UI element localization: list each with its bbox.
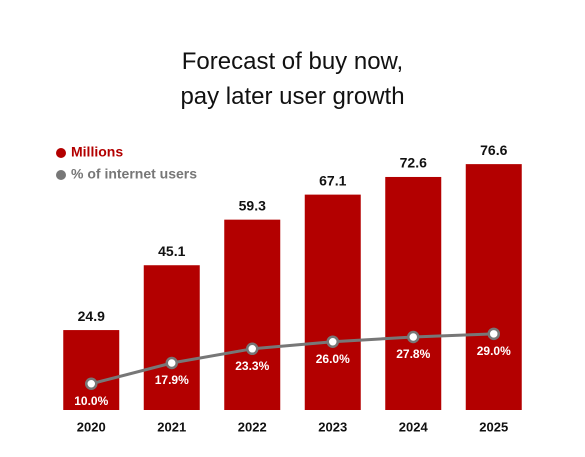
bar [385,176,442,410]
point [246,342,259,356]
x-tick-label: 2021 [157,419,186,434]
chart-title: Forecast of buy now, pay later user grow… [180,48,405,110]
point [85,377,98,390]
point-value-label: 10.0% [74,394,108,408]
line [90,332,494,386]
bar [63,330,120,410]
legend-label: % of internet users [71,166,197,182]
x-tick-label: 2020 [77,419,106,434]
point [165,356,178,370]
bar-value-label: 45.1 [158,243,185,259]
point [487,327,500,341]
legend-marker [56,148,66,158]
x-tick-label: 2022 [238,419,267,434]
bar-value-label: 67.1 [319,172,346,188]
bar-value-label: 76.6 [480,142,507,158]
legend-label: Millions [71,144,123,160]
legend-marker [56,170,66,180]
bar-value-label: 24.9 [78,308,105,324]
point [326,335,339,348]
x-tick-label: 2024 [399,419,429,434]
bar-value-label: 59.3 [239,197,266,213]
point-value-label: 27.8% [396,347,430,361]
bar [465,164,522,410]
x-tick-label: 2023 [318,419,347,434]
point-value-label: 17.9% [155,373,189,387]
bar [143,265,200,410]
x-tick-label: 2025 [479,419,508,434]
bar-value-label: 72.6 [400,155,427,171]
point-value-label: 23.3% [235,359,269,373]
point-value-label: 29.0% [477,344,511,358]
bar [224,219,281,410]
bar [304,194,361,410]
title-box: Forecast of buy now, pay later user grow… [0,44,585,114]
point [407,330,420,344]
point-value-label: 26.0% [316,352,350,366]
